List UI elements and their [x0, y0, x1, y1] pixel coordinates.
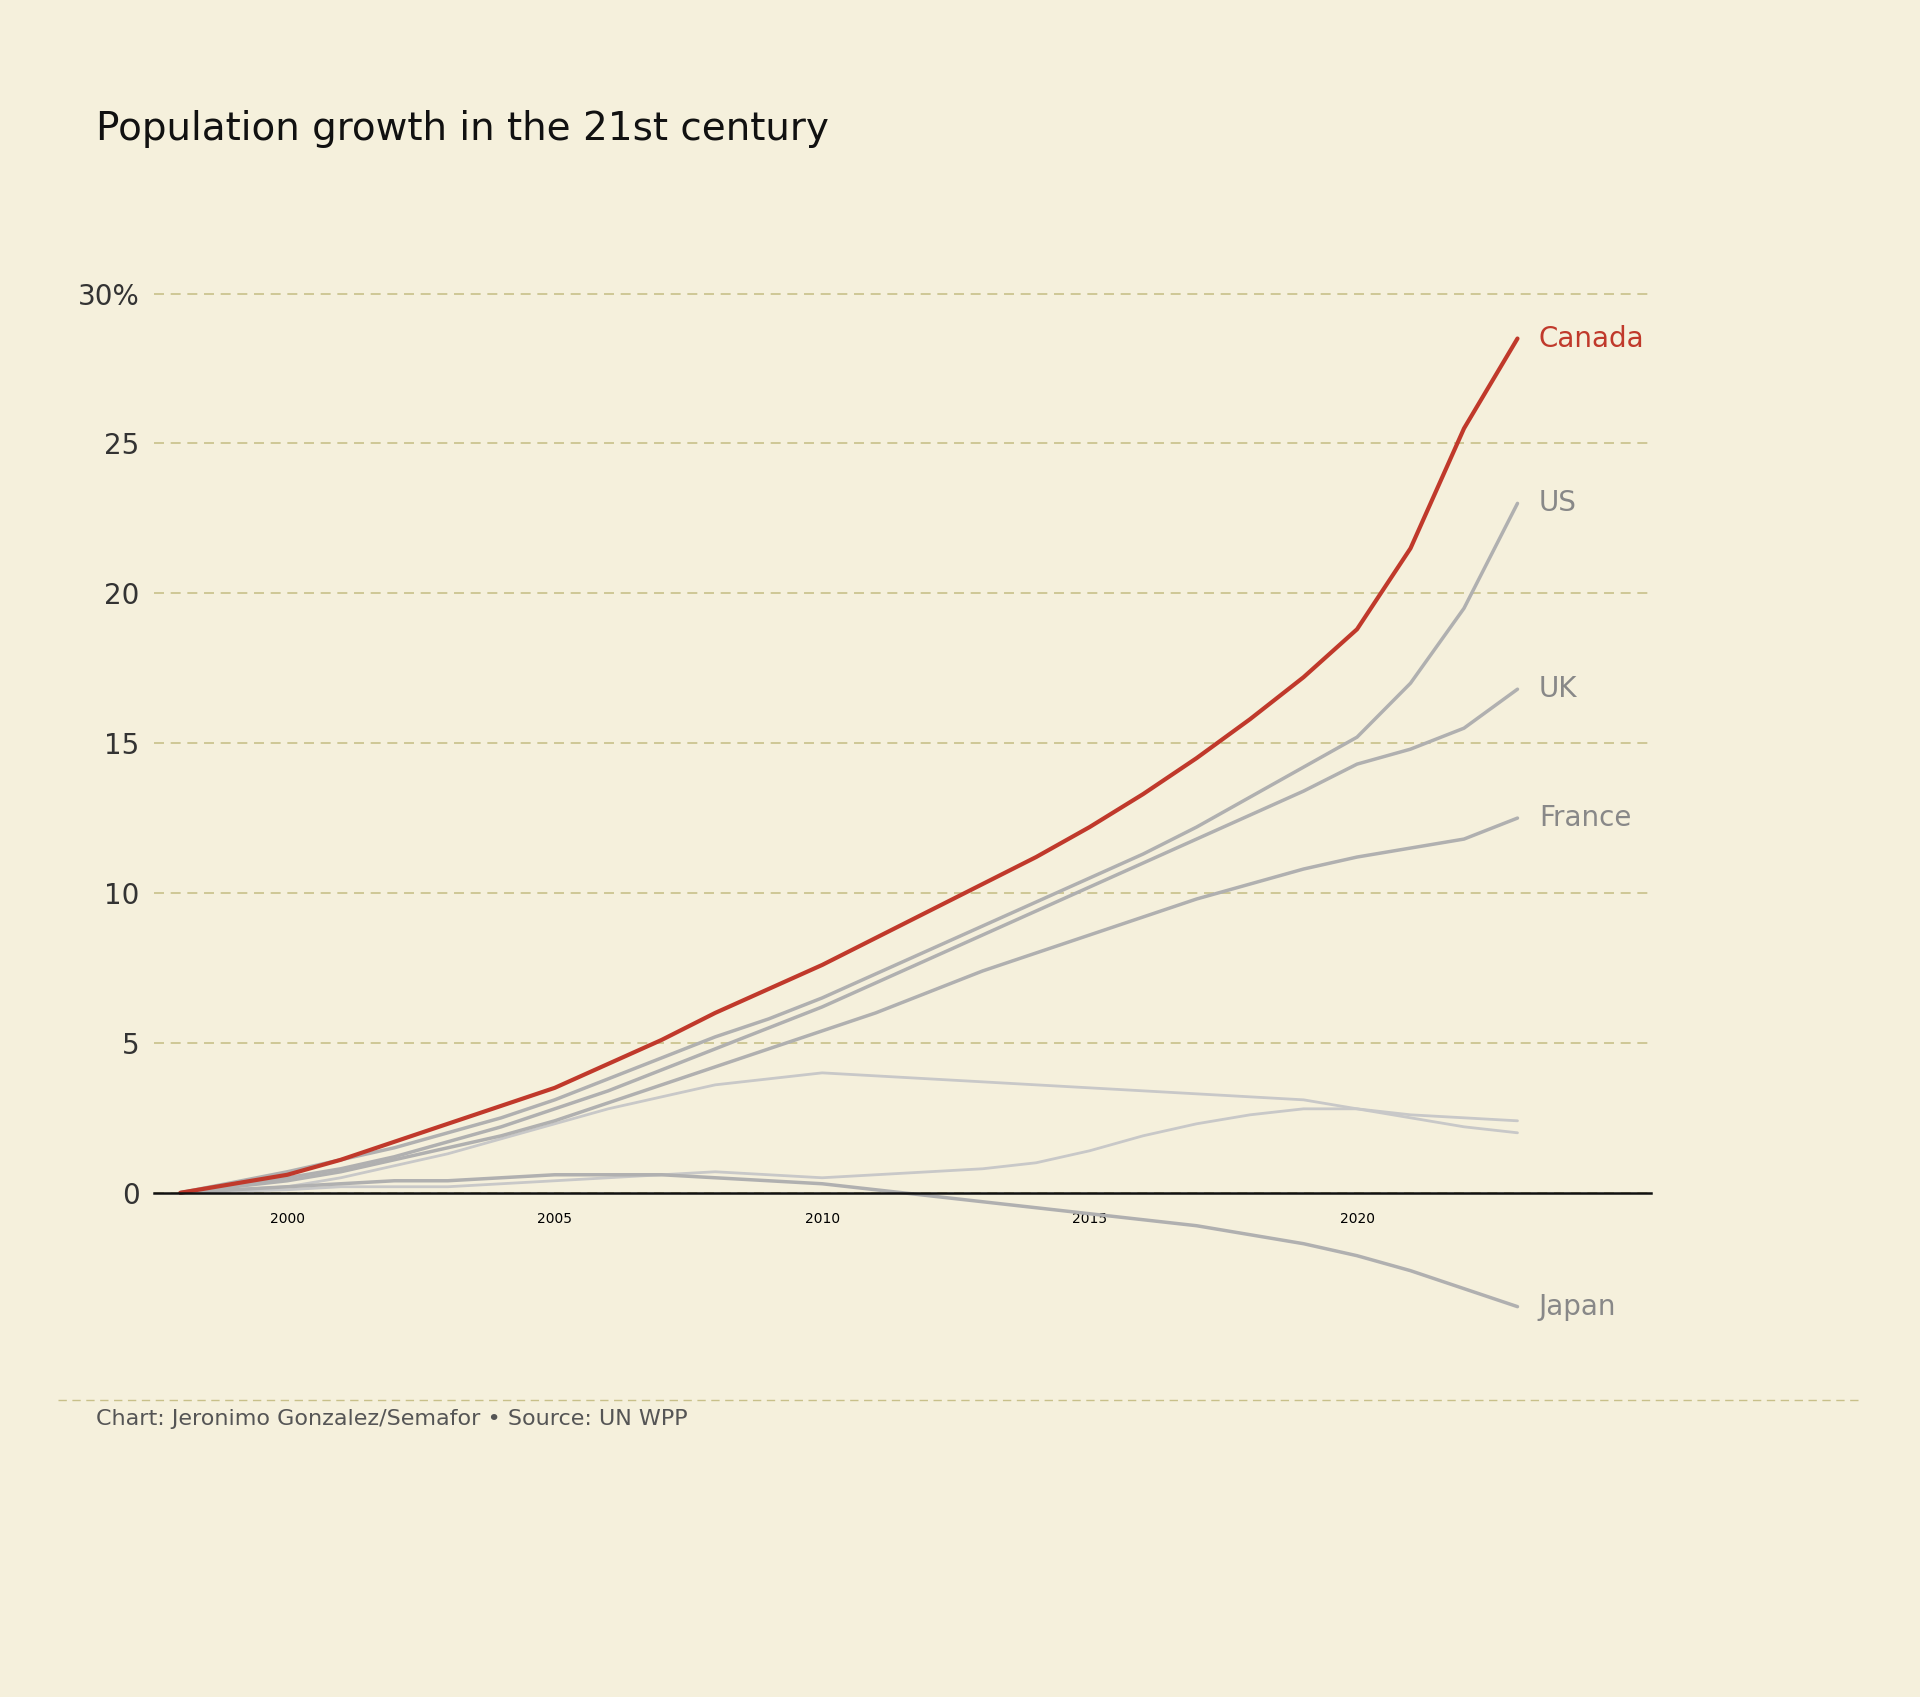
Text: Canada: Canada — [1540, 324, 1645, 353]
Text: France: France — [1540, 804, 1632, 832]
Text: Japan: Japan — [1540, 1293, 1617, 1320]
Text: UK: UK — [1540, 675, 1578, 703]
Text: Chart: Jeronimo Gonzalez/Semafor • Source: UN WPP: Chart: Jeronimo Gonzalez/Semafor • Sourc… — [96, 1409, 687, 1429]
Text: US: US — [1540, 489, 1576, 518]
Text: SEMAFOR: SEMAFOR — [96, 1592, 384, 1641]
Text: Population growth in the 21st century: Population growth in the 21st century — [96, 110, 829, 148]
